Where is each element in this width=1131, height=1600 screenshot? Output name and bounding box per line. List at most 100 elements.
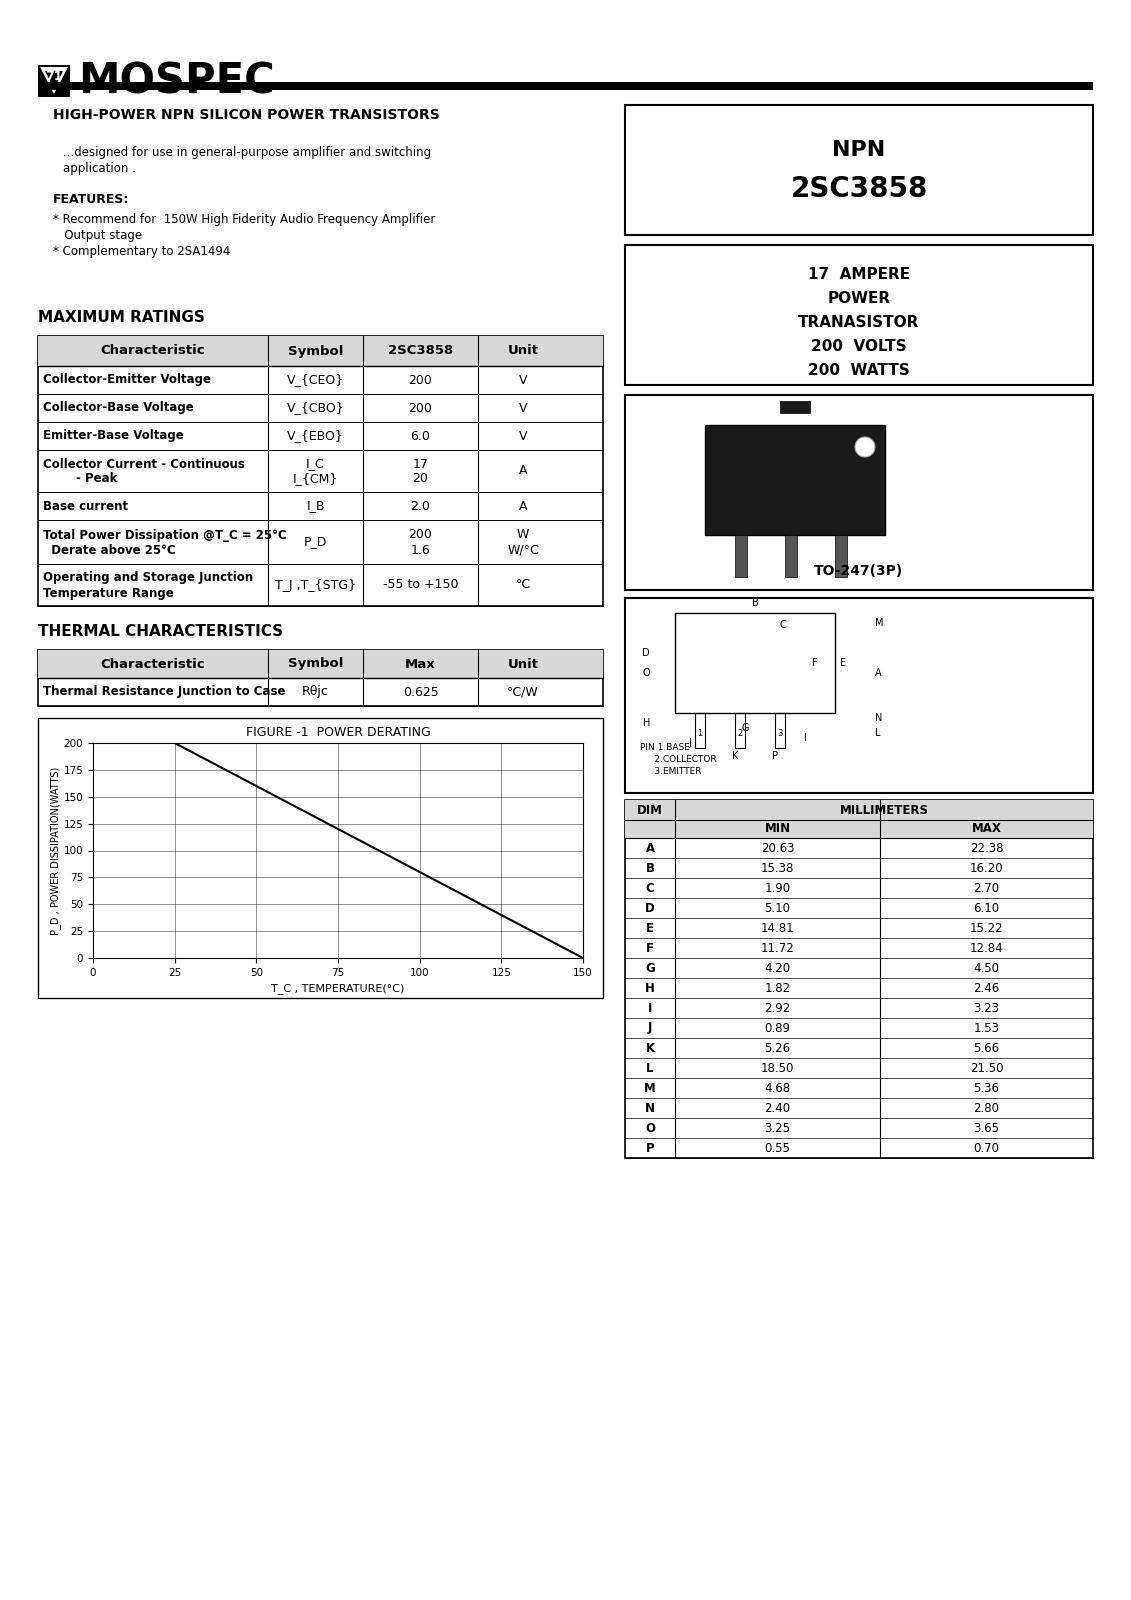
Text: 71: 71 xyxy=(45,70,62,83)
Text: H: H xyxy=(645,981,655,995)
Text: Rθjc: Rθjc xyxy=(302,685,329,699)
Bar xyxy=(735,714,745,749)
Bar xyxy=(625,245,1093,386)
Text: 12.84: 12.84 xyxy=(969,941,1003,955)
Text: MAXIMUM RATINGS: MAXIMUM RATINGS xyxy=(38,310,205,325)
Text: 15.38: 15.38 xyxy=(761,861,794,875)
Text: 1.90: 1.90 xyxy=(765,882,791,894)
Text: 14.81: 14.81 xyxy=(761,922,794,934)
Text: A: A xyxy=(519,464,527,477)
Text: Thermal Resistance Junction to Case: Thermal Resistance Junction to Case xyxy=(43,685,285,699)
Text: 16.20: 16.20 xyxy=(969,861,1003,875)
Text: 3.EMITTER: 3.EMITTER xyxy=(640,766,701,776)
Text: 11.72: 11.72 xyxy=(761,941,794,955)
Text: Output stage: Output stage xyxy=(53,229,143,242)
Text: 17: 17 xyxy=(413,458,429,470)
Text: MOSPEC: MOSPEC xyxy=(78,59,275,102)
Text: Collector-Emitter Voltage: Collector-Emitter Voltage xyxy=(43,373,211,387)
Text: 200: 200 xyxy=(408,528,432,541)
Text: -55 to +150: -55 to +150 xyxy=(382,579,458,592)
Text: - Peak: - Peak xyxy=(43,472,118,485)
Text: HIGH-POWER NPN SILICON POWER TRANSISTORS: HIGH-POWER NPN SILICON POWER TRANSISTORS xyxy=(53,109,440,122)
Text: Base current: Base current xyxy=(43,499,128,512)
Text: O: O xyxy=(642,669,650,678)
Text: TRANASISTOR: TRANASISTOR xyxy=(798,315,920,330)
Text: V: V xyxy=(519,429,527,443)
Bar xyxy=(735,534,746,578)
Text: 15.22: 15.22 xyxy=(969,922,1003,934)
Text: 2.0: 2.0 xyxy=(411,499,431,512)
Text: 1: 1 xyxy=(698,728,702,738)
Text: 2.46: 2.46 xyxy=(974,981,1000,995)
Text: K: K xyxy=(646,1042,655,1054)
Text: W: W xyxy=(517,528,529,541)
Text: E: E xyxy=(646,922,654,934)
Text: 17  AMPERE: 17 AMPERE xyxy=(808,267,910,282)
Text: * Complementary to 2SA1494: * Complementary to 2SA1494 xyxy=(53,245,231,258)
Text: B: B xyxy=(646,861,655,875)
Text: 4.50: 4.50 xyxy=(974,962,1000,974)
Text: N: N xyxy=(875,714,882,723)
Text: G: G xyxy=(645,962,655,974)
Text: 1.82: 1.82 xyxy=(765,981,791,995)
Text: 5.26: 5.26 xyxy=(765,1042,791,1054)
Bar xyxy=(38,336,603,366)
Text: 3.23: 3.23 xyxy=(974,1002,1000,1014)
Text: MILLIMETERS: MILLIMETERS xyxy=(839,803,929,816)
Text: MAX: MAX xyxy=(972,822,1001,835)
Bar xyxy=(38,650,603,706)
Text: F: F xyxy=(812,658,818,669)
Text: A: A xyxy=(519,499,527,512)
Text: 200: 200 xyxy=(408,373,432,387)
Text: 5.66: 5.66 xyxy=(974,1042,1000,1054)
Text: V_{EBO}: V_{EBO} xyxy=(287,429,344,443)
Bar xyxy=(38,650,603,678)
Bar xyxy=(780,402,810,413)
Text: FEATURES:: FEATURES: xyxy=(53,194,129,206)
Title: FIGURE -1  POWER DERATING: FIGURE -1 POWER DERATING xyxy=(245,726,431,739)
Text: Symbol: Symbol xyxy=(287,658,343,670)
Text: M: M xyxy=(645,1082,656,1094)
Text: V_{CBO}: V_{CBO} xyxy=(286,402,344,414)
Text: Operating and Storage Junction: Operating and Storage Junction xyxy=(43,571,253,584)
Text: N: N xyxy=(645,1101,655,1115)
Text: V_{CEO}: V_{CEO} xyxy=(287,373,344,387)
Bar xyxy=(835,534,847,578)
Text: 2.COLLECTOR: 2.COLLECTOR xyxy=(640,755,717,765)
Text: T_J ,T_{STG}: T_J ,T_{STG} xyxy=(275,579,356,592)
Text: Characteristic: Characteristic xyxy=(101,658,206,670)
Text: 18.50: 18.50 xyxy=(761,1061,794,1075)
Text: M: M xyxy=(875,618,883,627)
Text: * Recommend for  150W High Fiderity Audio Frequency Amplifier: * Recommend for 150W High Fiderity Audio… xyxy=(53,213,435,226)
Text: 200  WATTS: 200 WATTS xyxy=(809,363,909,378)
Bar xyxy=(696,714,705,749)
Text: O: O xyxy=(645,1122,655,1134)
Polygon shape xyxy=(40,67,68,94)
Text: C: C xyxy=(646,882,655,894)
Bar xyxy=(785,534,797,578)
Text: Emitter-Base Voltage: Emitter-Base Voltage xyxy=(43,429,183,443)
Bar xyxy=(38,336,603,606)
Text: H: H xyxy=(642,718,650,728)
Bar xyxy=(38,66,70,98)
Text: Derate above 25°C: Derate above 25°C xyxy=(43,544,175,557)
Text: DIM: DIM xyxy=(637,803,663,816)
Text: 200  VOLTS: 200 VOLTS xyxy=(811,339,907,354)
Text: Total Power Dissipation @T_C = 25°C: Total Power Dissipation @T_C = 25°C xyxy=(43,528,286,541)
Text: I_C: I_C xyxy=(307,458,325,470)
Text: ...designed for use in general-purpose amplifier and switching: ...designed for use in general-purpose a… xyxy=(63,146,431,158)
Text: 1.6: 1.6 xyxy=(411,544,431,557)
Text: 5.10: 5.10 xyxy=(765,901,791,915)
Bar xyxy=(705,426,884,534)
Bar xyxy=(625,800,1093,1158)
Bar xyxy=(625,395,1093,590)
Text: 6.10: 6.10 xyxy=(974,901,1000,915)
Text: MIN: MIN xyxy=(765,822,791,835)
Text: PIN 1.BASE: PIN 1.BASE xyxy=(640,742,690,752)
Text: 3: 3 xyxy=(777,728,783,738)
Text: P: P xyxy=(646,1141,655,1155)
Circle shape xyxy=(855,437,875,458)
Text: 2SC3858: 2SC3858 xyxy=(388,344,454,357)
Text: 4.20: 4.20 xyxy=(765,962,791,974)
Text: TO-247(3P): TO-247(3P) xyxy=(814,565,904,578)
